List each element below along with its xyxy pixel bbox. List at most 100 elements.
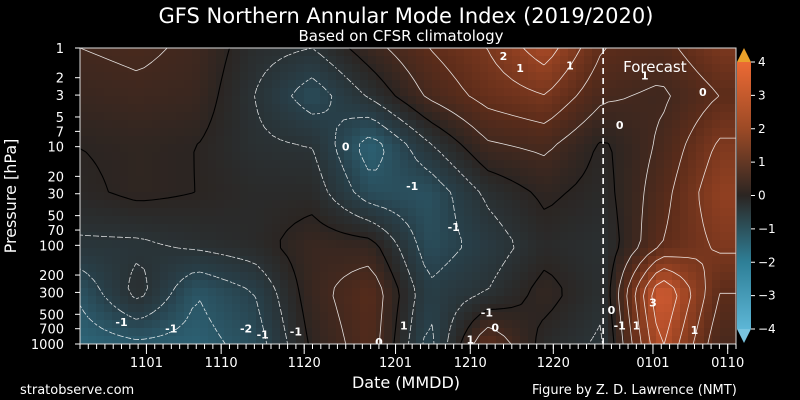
heatmap-cell [176, 144, 185, 153]
heatmap-cell [528, 184, 537, 193]
heatmap-cell [336, 224, 345, 233]
heatmap-cell [152, 224, 161, 233]
heatmap-cell [472, 152, 481, 161]
heatmap-cell [384, 288, 393, 297]
heatmap-cell [320, 256, 329, 265]
heatmap-cell [192, 216, 201, 225]
heatmap-cell [496, 216, 505, 225]
heatmap-cell [376, 112, 385, 121]
heatmap-cell [456, 288, 465, 297]
heatmap-cell [96, 296, 105, 305]
heatmap-cell [472, 80, 481, 89]
heatmap-cell [680, 104, 689, 113]
heatmap-cell [512, 296, 521, 305]
heatmap-cell [248, 248, 257, 257]
heatmap-cell [664, 320, 673, 329]
heatmap-cell [328, 72, 337, 81]
heatmap-cell [600, 168, 609, 177]
heatmap-cell [288, 216, 297, 225]
heatmap-cell [104, 48, 113, 57]
heatmap-cell [232, 72, 241, 81]
heatmap-cell [472, 224, 481, 233]
heatmap-cell [360, 248, 369, 257]
heatmap-cell [152, 232, 161, 241]
heatmap-cell [176, 224, 185, 233]
heatmap-cell [424, 240, 433, 249]
heatmap-cell [696, 280, 705, 289]
heatmap-cell [248, 176, 257, 185]
heatmap-cell [200, 248, 209, 257]
heatmap-cell [544, 336, 553, 344]
heatmap-cell [80, 320, 89, 329]
heatmap-cell [200, 288, 209, 297]
heatmap-cell [624, 208, 633, 217]
heatmap-cell [576, 256, 585, 265]
heatmap-cell [176, 312, 185, 321]
heatmap-cell [496, 256, 505, 265]
heatmap-cell [560, 328, 569, 337]
heatmap-cell [392, 256, 401, 265]
heatmap-cell [688, 104, 697, 113]
heatmap-cell [592, 296, 601, 305]
heatmap-cell [264, 272, 273, 281]
heatmap-cell [304, 240, 313, 249]
heatmap-cell [336, 168, 345, 177]
heatmap-cell [720, 128, 729, 137]
heatmap-cell [448, 64, 457, 73]
heatmap-cell [184, 336, 193, 344]
heatmap-cell [232, 152, 241, 161]
heatmap-cell [320, 312, 329, 321]
heatmap-cell [232, 200, 241, 209]
heatmap-cell [200, 120, 209, 129]
heatmap-cell [504, 320, 513, 329]
heatmap-cell [184, 272, 193, 281]
heatmap-cell [152, 304, 161, 313]
heatmap-cell [592, 104, 601, 113]
heatmap-cell [512, 232, 521, 241]
heatmap-cell [296, 224, 305, 233]
heatmap-cell [728, 48, 736, 57]
heatmap-cell [344, 152, 353, 161]
heatmap-cell [80, 72, 89, 81]
heatmap-cell [592, 88, 601, 97]
heatmap-cell [472, 208, 481, 217]
heatmap-cell [504, 192, 513, 201]
heatmap-cell [704, 296, 713, 305]
heatmap-cell [728, 192, 736, 201]
heatmap-cell [296, 152, 305, 161]
heatmap-cell [440, 56, 449, 65]
heatmap-cell [312, 160, 321, 169]
heatmap-cell [632, 288, 641, 297]
heatmap-cell [520, 104, 529, 113]
heatmap-cell [152, 272, 161, 281]
heatmap-cell [448, 304, 457, 313]
heatmap-cell [592, 64, 601, 73]
heatmap-cell [624, 96, 633, 105]
heatmap-cell [88, 56, 97, 65]
heatmap-cell [488, 104, 497, 113]
heatmap-cell [552, 280, 561, 289]
heatmap-cell [696, 168, 705, 177]
heatmap-cell [376, 120, 385, 129]
heatmap-cell [464, 208, 473, 217]
heatmap-cell [480, 304, 489, 313]
heatmap-cell [688, 96, 697, 105]
heatmap-cell [344, 120, 353, 129]
heatmap-cell [728, 184, 736, 193]
heatmap-cell [200, 152, 209, 161]
heatmap-cell [360, 304, 369, 313]
heatmap-cell [536, 328, 545, 337]
heatmap-cell [528, 312, 537, 321]
heatmap-cell [680, 224, 689, 233]
heatmap-cell [616, 176, 625, 185]
heatmap-cell [480, 184, 489, 193]
heatmap-cell [648, 64, 657, 73]
heatmap-cell [184, 288, 193, 297]
heatmap-cell [136, 64, 145, 73]
heatmap-cell [464, 96, 473, 105]
heatmap-cell [400, 304, 409, 313]
heatmap-cell [224, 264, 233, 273]
heatmap-cell [584, 240, 593, 249]
heatmap-cell [288, 128, 297, 137]
